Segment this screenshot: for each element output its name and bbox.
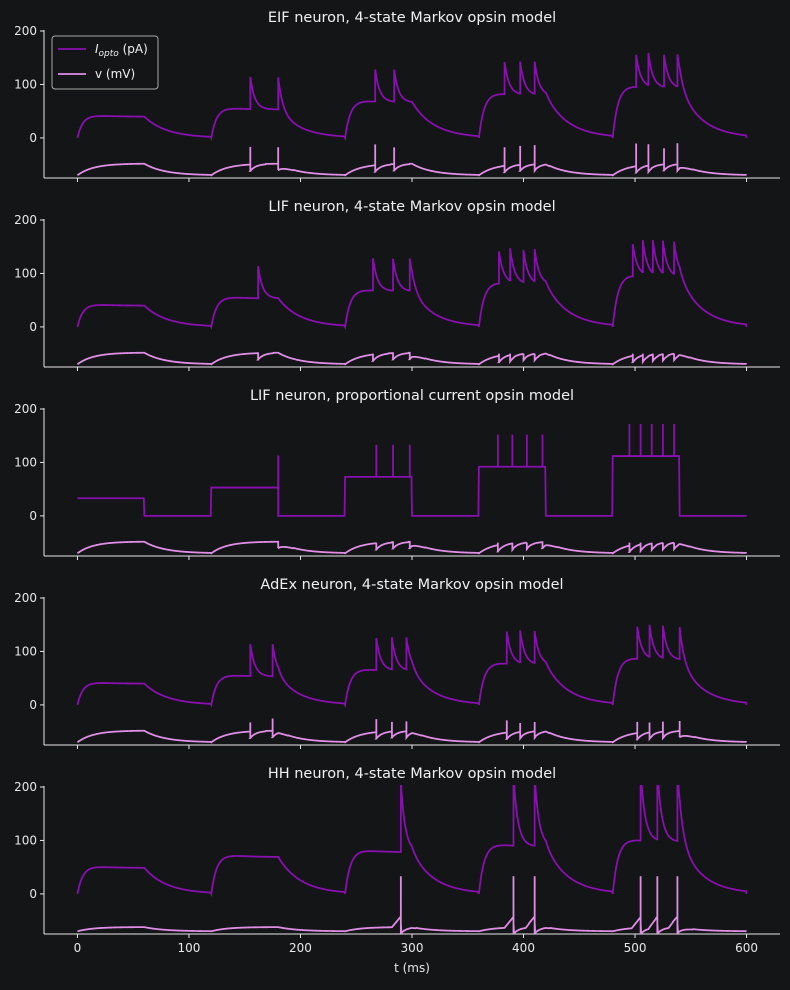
series-v — [77, 353, 746, 365]
y-tick-label: 100 — [14, 77, 37, 91]
y-tick-label: 0 — [29, 509, 37, 523]
legend-iopto-unit: (pA) — [119, 42, 148, 56]
series-v — [77, 876, 746, 934]
series-iopto — [77, 53, 746, 138]
series-iopto — [77, 424, 746, 516]
x-tick-label: 600 — [735, 941, 758, 955]
series-v — [77, 143, 746, 175]
panel-2: LIF neuron, 4-state Markov opsin model 0 1… — [14, 199, 780, 371]
x-tick-label: 500 — [624, 941, 647, 955]
y-tick-label: 0 — [29, 698, 37, 712]
series-v — [77, 542, 746, 554]
y-tick-label: 100 — [14, 644, 37, 658]
x-tick-label: 300 — [401, 941, 424, 955]
panel-title: LIF neuron, proportional current opsin m… — [250, 388, 574, 404]
panel-5: HH neuron, 4-state Markov opsin model 0 10… — [14, 766, 780, 975]
y-tick-label: 0 — [29, 320, 37, 334]
y-tick-label: 200 — [14, 780, 37, 794]
panel-title: AdEx neuron, 4-state Markov opsin model — [260, 577, 563, 593]
series-iopto — [77, 625, 746, 705]
x-axis-label: t (ms) — [394, 961, 430, 975]
panel-title: EIF neuron, 4-state Markov opsin model — [268, 10, 556, 26]
legend-iopto-subscript: opto — [99, 49, 120, 59]
x-tick-label: 200 — [289, 941, 312, 955]
y-tick-label: 100 — [14, 266, 37, 280]
x-tick-label: 0 — [74, 941, 82, 955]
panel-title: LIF neuron, 4-state Markov opsin model — [268, 199, 555, 215]
y-tick-label: 200 — [14, 402, 37, 416]
series-iopto — [77, 240, 746, 327]
panel-title: HH neuron, 4-state Markov opsin model — [268, 766, 556, 782]
y-tick-label: 100 — [14, 833, 37, 847]
y-tick-label: 200 — [14, 24, 37, 38]
series-v — [77, 718, 746, 742]
legend-label-v: v (mV) — [95, 67, 135, 81]
x-tick-label: 400 — [512, 941, 535, 955]
legend: Iopto (pA)v (mV) — [52, 36, 158, 89]
y-tick-label: 0 — [29, 131, 37, 145]
panel-4: AdEx neuron, 4-state Markov opsin model 0… — [14, 577, 780, 749]
y-tick-label: 200 — [14, 591, 37, 605]
y-tick-label: 100 — [14, 455, 37, 469]
series-iopto — [77, 770, 746, 894]
x-tick-label: 100 — [178, 941, 201, 955]
y-tick-label: 0 — [29, 887, 37, 901]
panel-3: LIF neuron, proportional current opsin m… — [14, 388, 780, 560]
y-tick-label: 200 — [14, 213, 37, 227]
